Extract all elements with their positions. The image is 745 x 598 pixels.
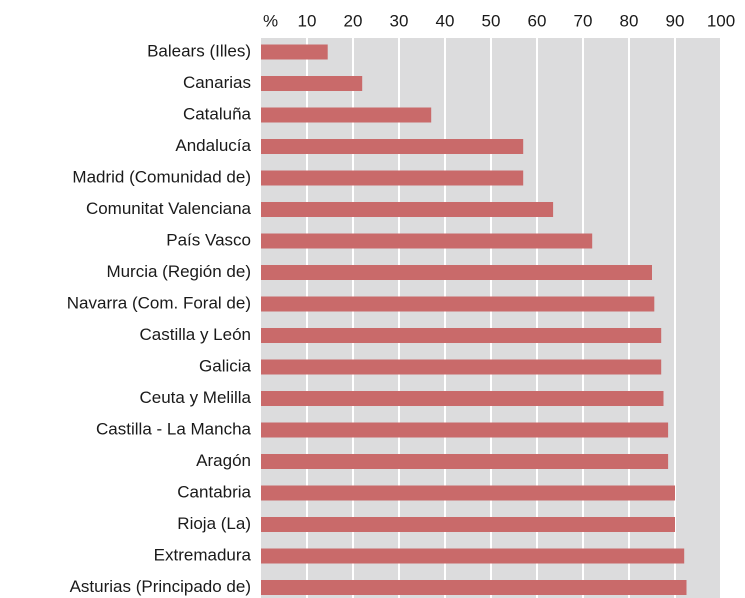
bar — [261, 548, 685, 564]
bar — [261, 202, 554, 217]
y-tick-label: Canarias — [183, 73, 251, 92]
y-tick-label: Comunitat Valenciana — [86, 199, 252, 218]
x-tick-label: 100 — [707, 11, 735, 30]
y-tick-label: Castilla - La Mancha — [96, 419, 252, 438]
y-tick-label: Extremadura — [154, 545, 252, 564]
bar — [261, 296, 655, 312]
bar — [261, 517, 675, 532]
y-tick-label: Asturias (Principado de) — [70, 577, 251, 596]
y-tick-label: País Vasco — [166, 230, 251, 249]
y-tick-label: Galicia — [199, 356, 252, 375]
x-tick-label: 10 — [298, 11, 317, 30]
x-tick-label: 20 — [344, 11, 363, 30]
y-tick-label: Cantabria — [177, 482, 251, 501]
bar — [261, 265, 652, 280]
y-tick-label: Balears (Illes) — [147, 41, 251, 60]
bar — [261, 139, 524, 154]
y-tick-label: Cataluña — [183, 104, 252, 123]
bar — [261, 580, 687, 595]
y-tick-label: Ceuta y Melilla — [140, 388, 252, 407]
y-tick-label: Murcia (Región de) — [106, 262, 251, 281]
x-tick-label: 70 — [574, 11, 593, 30]
x-tick-label: 50 — [482, 11, 501, 30]
bar — [261, 485, 675, 501]
x-tick-label: % — [263, 11, 278, 30]
x-tick-label: 40 — [436, 11, 455, 30]
y-tick-label: Andalucía — [175, 136, 251, 155]
bar — [261, 359, 662, 375]
x-tick-label: 90 — [666, 11, 685, 30]
bar — [261, 454, 669, 469]
y-tick-label: Aragón — [196, 451, 251, 470]
bar — [261, 233, 593, 249]
bar — [261, 76, 363, 91]
bar — [261, 328, 662, 343]
bar — [261, 422, 669, 438]
y-tick-label: Navarra (Com. Foral de) — [67, 293, 251, 312]
y-tick-label: Castilla y León — [139, 325, 251, 344]
bar — [261, 170, 524, 186]
bar — [261, 107, 432, 123]
x-tick-label: 30 — [390, 11, 409, 30]
x-tick-label: 80 — [620, 11, 639, 30]
y-tick-label: Madrid (Comunidad de) — [72, 167, 251, 186]
y-tick-label: Rioja (La) — [177, 514, 251, 533]
bar — [261, 44, 328, 60]
bar — [261, 391, 664, 406]
x-tick-label: 60 — [528, 11, 547, 30]
